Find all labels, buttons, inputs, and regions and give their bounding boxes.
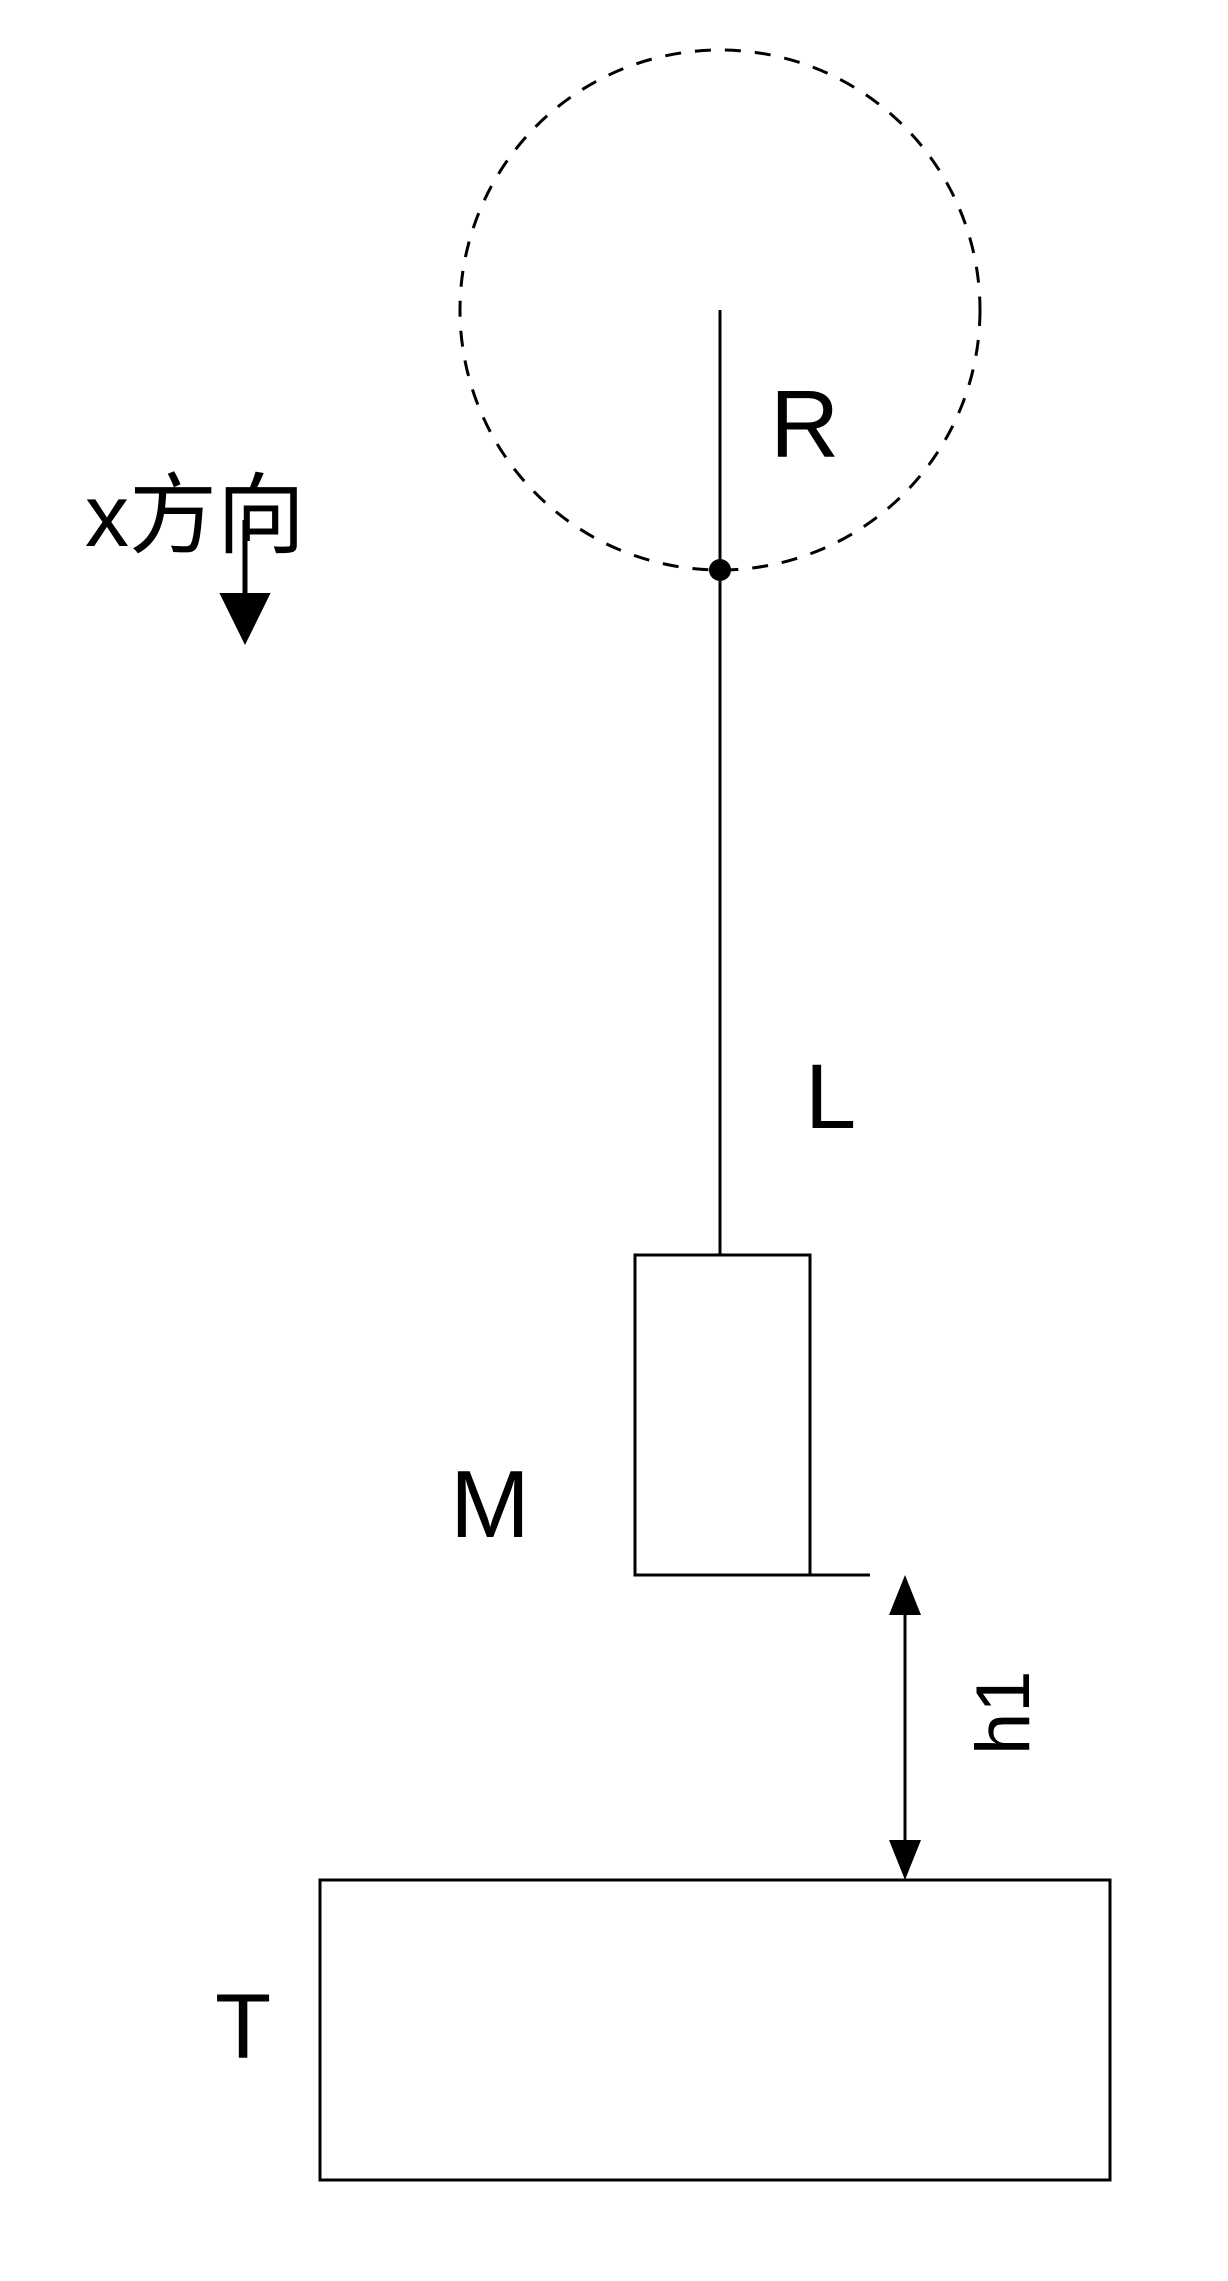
block-m <box>635 1255 810 1575</box>
label-t: T <box>215 1975 271 2080</box>
label-m: M <box>450 1450 530 1560</box>
h1-arrowhead-top <box>889 1575 921 1615</box>
label-r: R <box>770 370 839 480</box>
x-direction-arrowhead <box>219 593 270 645</box>
diagram-root: x方向 R L M h1 T <box>0 0 1228 2281</box>
label-x-direction: x方向 <box>85 445 305 572</box>
dashed-circle <box>460 50 980 570</box>
block-t <box>320 1880 1110 2180</box>
label-h1: h1 <box>960 1670 1047 1755</box>
label-l: L <box>805 1045 856 1150</box>
contact-dot <box>709 559 731 581</box>
diagram-svg <box>0 0 1228 2281</box>
h1-arrowhead-bottom <box>889 1840 921 1880</box>
